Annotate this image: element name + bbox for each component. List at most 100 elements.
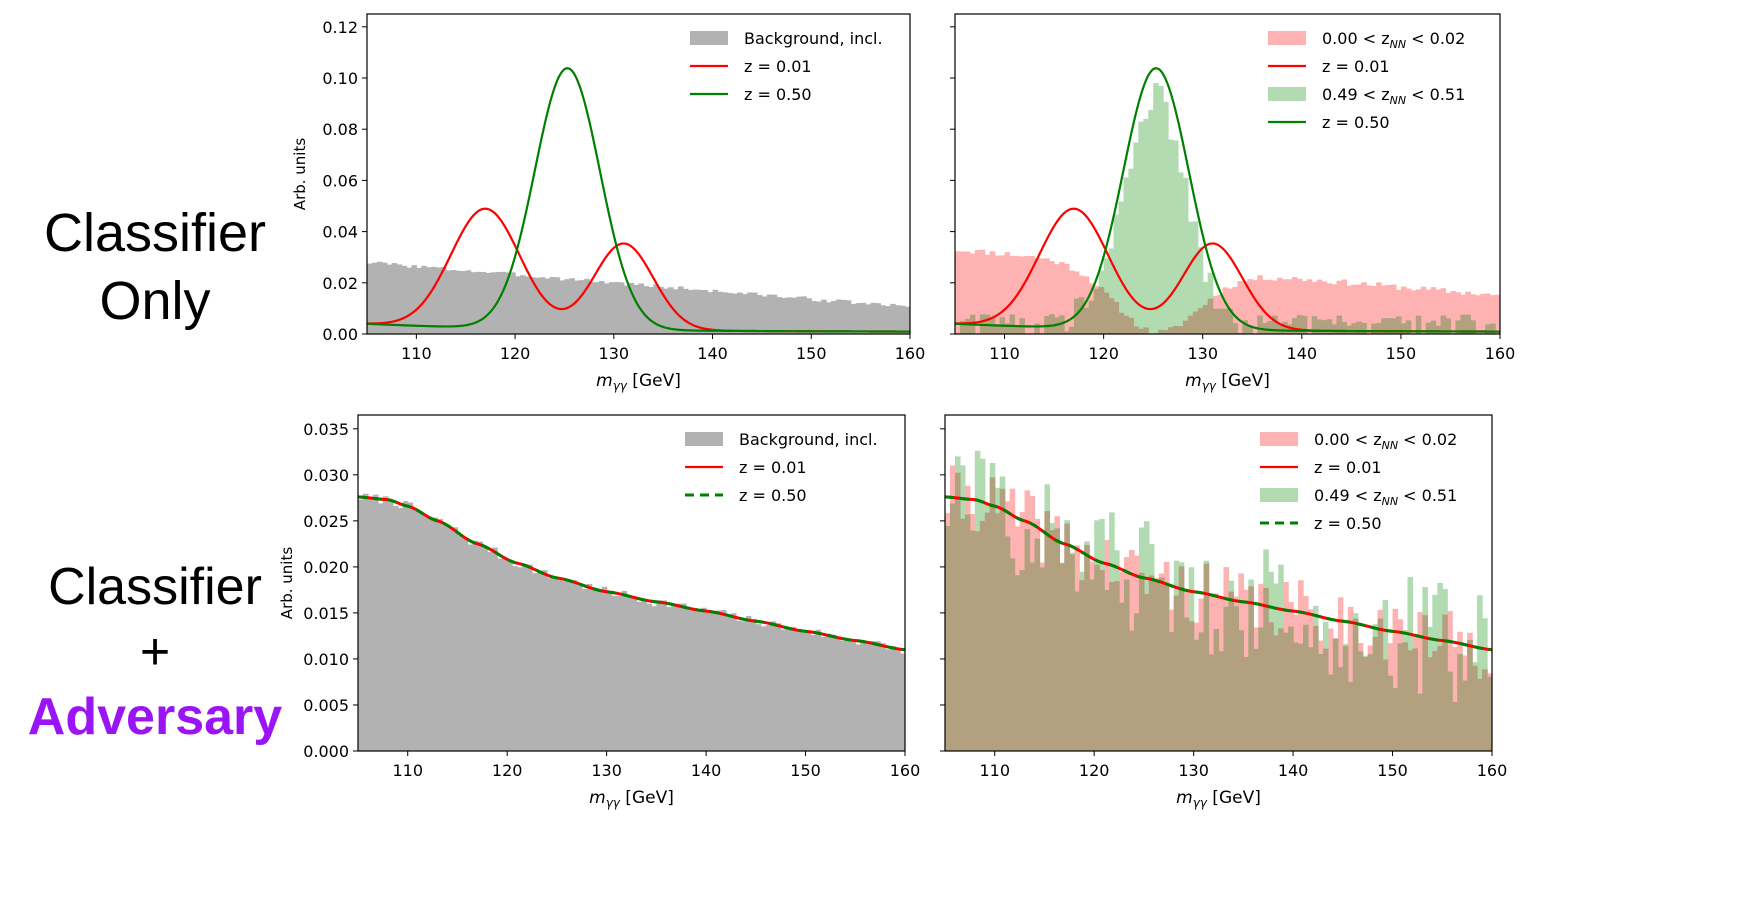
legend-label: z = 0.50 <box>1314 514 1382 533</box>
hist-bin <box>1316 279 1323 334</box>
hist-overlap-bin <box>1233 606 1239 751</box>
hist-overlap-bin <box>1163 583 1170 751</box>
hist-bin <box>539 277 546 334</box>
hist-bin <box>955 251 961 334</box>
hist-overlap-bin <box>1088 300 1095 334</box>
hist-overlap-bin <box>1143 327 1149 334</box>
hist-bin <box>875 303 881 334</box>
hist-bin <box>1247 279 1253 334</box>
hist-bin <box>969 253 976 334</box>
hist-bin <box>740 621 747 751</box>
hist-overlap-bin <box>1098 286 1105 334</box>
hist-bin <box>735 620 742 751</box>
hist-bin <box>860 642 866 751</box>
legend-label: z = 0.50 <box>1322 113 1390 132</box>
hist-overlap-bin <box>984 512 991 751</box>
hist-overlap-bin <box>1327 674 1334 751</box>
row-label-adversary: Adversary <box>27 688 283 746</box>
hist-overlap-bin <box>1049 314 1055 334</box>
hist-bin <box>432 517 439 751</box>
legend-label: z = 0.01 <box>1322 57 1390 76</box>
hist-bin <box>396 264 403 334</box>
hist-bin <box>964 251 971 334</box>
hist-overlap-bin <box>1371 323 1377 334</box>
hist-overlap-bin <box>1192 311 1199 334</box>
hist-bin <box>416 267 422 334</box>
hist-overlap-bin <box>1352 618 1359 751</box>
hist-bin <box>1282 279 1288 334</box>
hist-bin <box>835 299 842 334</box>
hist-bin <box>623 285 630 334</box>
hist-overlap-bin <box>1346 325 1352 334</box>
axes-frame <box>366 13 911 335</box>
hist-overlap-bin <box>1109 582 1115 751</box>
hist-bin <box>1044 258 1050 334</box>
curve-z-0-50 <box>955 67 1500 333</box>
hist-bin <box>1197 247 1204 334</box>
hist-bin <box>1083 276 1090 334</box>
hist-bin <box>668 287 674 334</box>
hist-bin <box>367 263 373 334</box>
x-tick-label: 110 <box>392 761 423 780</box>
x-axis-label: mγγ [GeV] <box>1176 788 1261 810</box>
hist-bin <box>900 653 905 751</box>
hist-bin <box>775 623 782 751</box>
y-tick-label: 0.030 <box>303 466 349 485</box>
row-label-line: + <box>139 623 171 681</box>
hist-bin <box>1452 646 1458 751</box>
panel-top_right: 110 120 130 140 150 160 mγγ [GeV] 0.00 < zNN < … <box>950 13 1515 393</box>
hist-overlap-bin <box>1283 632 1289 751</box>
hist-bin <box>825 633 832 751</box>
hist-bin <box>790 626 797 751</box>
hist-overlap-bin <box>964 514 971 751</box>
hist-overlap-bin <box>1004 323 1011 334</box>
hist-bin <box>554 277 561 334</box>
hist-overlap-bin <box>1278 628 1284 751</box>
hist-overlap-bin <box>989 477 996 751</box>
hist-bin <box>880 305 886 334</box>
hist-bin <box>1291 277 1298 334</box>
hist-overlap-bin <box>1099 570 1105 751</box>
hist-bin <box>460 271 467 334</box>
hist-bin <box>596 591 603 751</box>
hist-bin <box>603 283 610 334</box>
hist-bin <box>1138 121 1144 334</box>
hist-bin <box>1465 291 1471 334</box>
legend-label: 0.49 < zNN < 0.51 <box>1314 486 1457 508</box>
hist-overlap-bin <box>1049 530 1055 751</box>
hist-bin <box>1262 280 1268 334</box>
y-tick-label: 0.10 <box>322 69 358 88</box>
hist-overlap-bin <box>1417 693 1423 751</box>
legend-label: 0.00 < zNN < 0.02 <box>1314 430 1457 452</box>
hist-bin <box>412 508 419 751</box>
hist-bin <box>500 271 506 334</box>
hist-overlap-bin <box>1183 617 1190 751</box>
hist-bin <box>377 503 384 751</box>
row-label-line: Classifier <box>43 203 267 263</box>
hist-overlap-bin <box>1277 323 1283 334</box>
hist-bin <box>756 295 763 334</box>
hist-overlap-bin <box>1415 315 1422 334</box>
hist-bin <box>1148 109 1154 334</box>
hist-bin <box>989 251 996 334</box>
hist-bin <box>485 272 492 334</box>
hist-overlap-bin <box>1296 315 1303 334</box>
hist-overlap-bin <box>1173 595 1180 751</box>
hist-bin <box>840 640 846 751</box>
legend-label: z = 0.01 <box>1314 458 1382 477</box>
hist-bin <box>1173 140 1179 334</box>
hist-overlap-bin <box>1084 544 1090 751</box>
x-tick-label: 140 <box>1287 344 1318 363</box>
hist-bin <box>810 634 817 751</box>
hist-bin <box>1118 201 1125 334</box>
hist-overlap-bin <box>1044 511 1051 751</box>
hist-bin <box>1346 285 1352 334</box>
hist-bin <box>422 514 429 751</box>
hist-overlap-bin <box>1362 657 1369 751</box>
hist-bin <box>529 277 536 334</box>
hist-bin <box>895 648 901 751</box>
hist-bin <box>785 628 792 751</box>
hist-overlap-bin <box>1059 315 1065 334</box>
hist-overlap-bin <box>1268 622 1274 751</box>
